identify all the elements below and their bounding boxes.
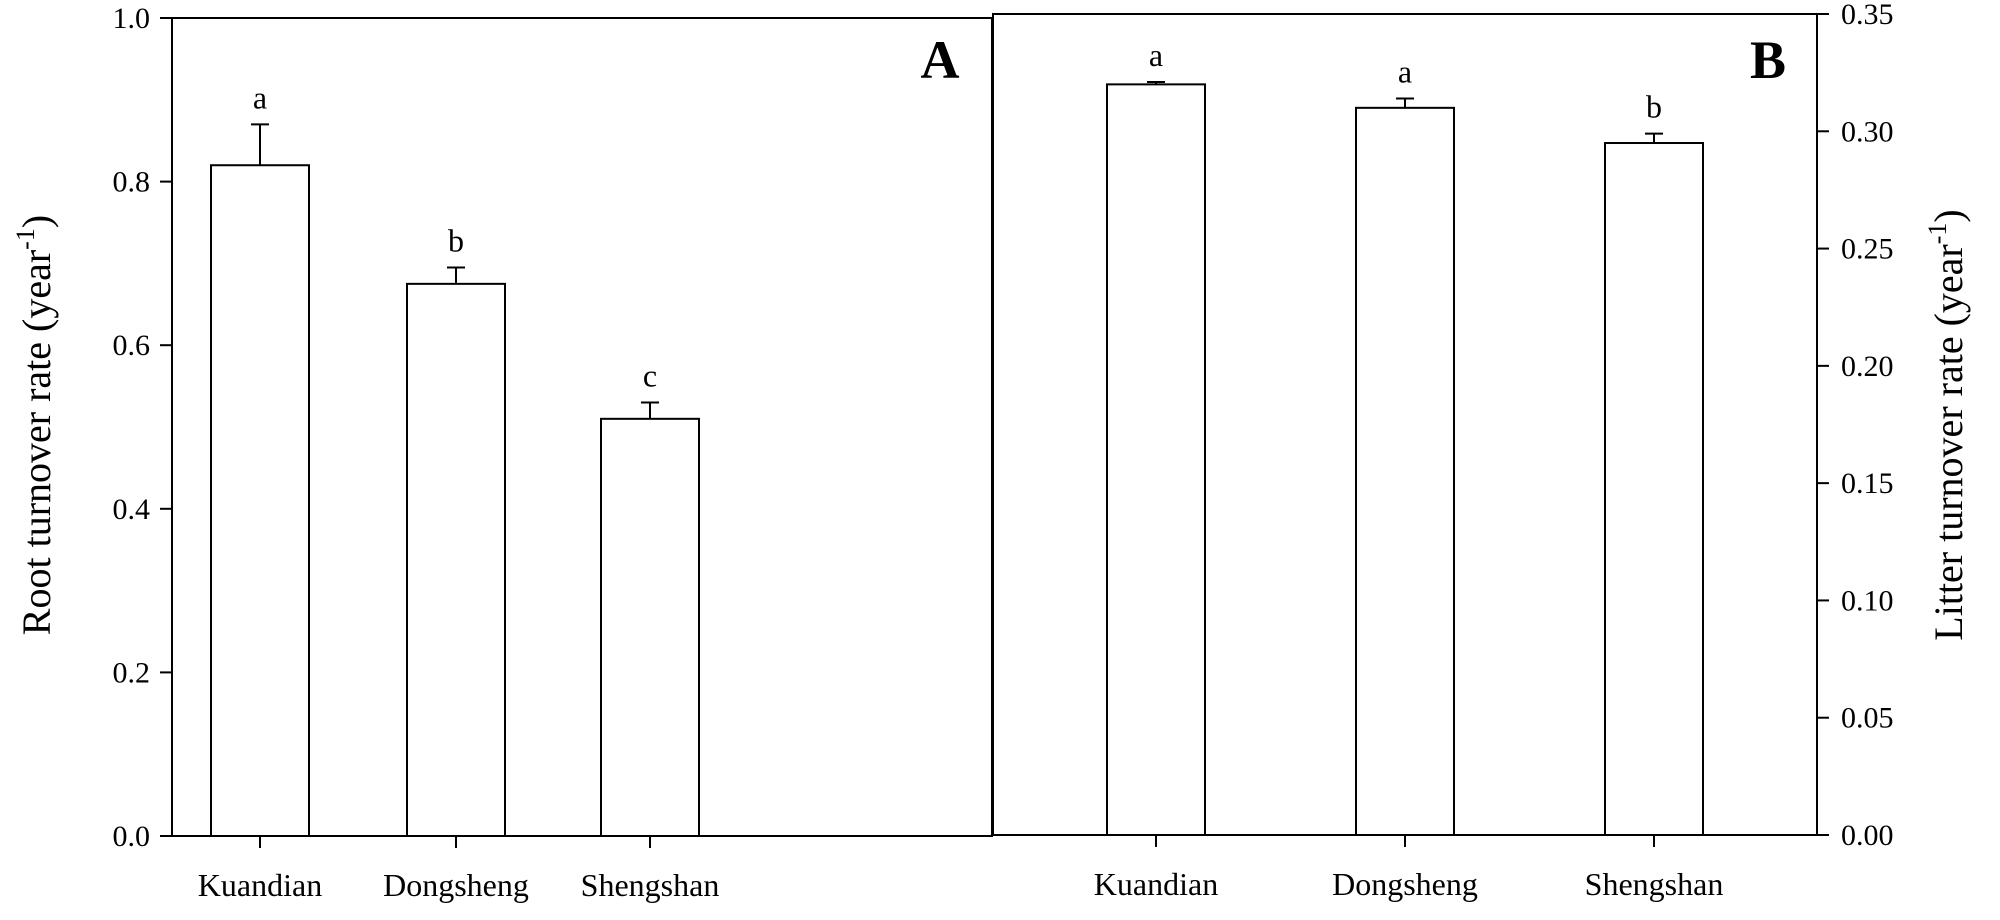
panel-a-y-tick-label: 0.0 (113, 820, 151, 853)
panel-b-bars (1106, 83, 1704, 837)
panel-a-significance-letter: c (643, 357, 657, 393)
panel-b-y-tick-label: 0.15 (1841, 467, 1894, 500)
panel-b-y-tick-label: 0.10 (1841, 584, 1894, 617)
panel-a-significance-letter: a (253, 79, 267, 115)
panel-a-x-axis-ticks (259, 836, 651, 848)
panel-b-y-tick-label: 0.35 (1841, 0, 1894, 31)
panel-b-y-tick-label: 0.30 (1841, 115, 1894, 148)
panel-a-letter: A (921, 30, 960, 90)
panel-a-significance-letter: b (448, 222, 464, 258)
panel-b-significance-letter: b (1646, 89, 1662, 125)
panel-a-category-label: Shengshan (581, 867, 720, 903)
panel-a-y-axis-ticks (160, 17, 172, 837)
panel-a-y-axis-tick-labels: 0.0 0.2 0.4 0.6 0.8 1.0 (113, 2, 151, 853)
panel-a-y-axis-title-suffix: ) (14, 215, 59, 228)
panel-b-y-axis-title: Litter turnover rate (year-1) (1923, 209, 1971, 640)
panel-a-y-tick-label: 0.6 (113, 329, 151, 362)
panel-a-y-axis-title-superscript: -1 (11, 228, 40, 250)
panel-b-category-label: Shengshan (1585, 866, 1724, 902)
panel-b-y-tick-label: 0.25 (1841, 233, 1894, 266)
panel-a-category-label: Kuandian (198, 867, 322, 903)
panel-b-category-labels: Kuandian Dongsheng Shengshan (1094, 866, 1724, 902)
panel-a-y-tick-label: 1.0 (113, 2, 151, 35)
panel-a: 0.0 0.2 0.4 0.6 0.8 1.0 a b c Kuandian Dongsheng… (11, 2, 993, 903)
panel-b-significance-letters: a a b (1149, 37, 1662, 125)
panel-a-bar-shengshan (600, 417, 700, 837)
panel-a-bar-dongsheng (406, 282, 506, 838)
panel-b-bar-kuandian (1106, 83, 1206, 837)
panel-a-y-axis-title: Root turnover rate (year-1) (11, 215, 59, 635)
panel-a-error-bars (251, 123, 659, 419)
panel-b-y-axis-title-superscript: -1 (1923, 223, 1952, 245)
panel-a-significance-letters: a b c (253, 79, 657, 393)
panel-a-category-label: Dongsheng (383, 867, 529, 903)
panel-b-y-tick-label: 0.20 (1841, 350, 1894, 383)
panel-b-x-axis-ticks (1155, 835, 1655, 847)
panel-b-significance-letter: a (1398, 53, 1412, 89)
panel-a-y-axis-title-main: Root turnover rate (year (14, 250, 59, 635)
panel-b-bar-shengshan (1604, 142, 1704, 836)
panel-b-y-axis-title-suffix: ) (1926, 209, 1971, 222)
panel-b-bar-dongsheng (1355, 106, 1455, 837)
panel-b-y-axis-ticks (1817, 13, 1829, 836)
panel-b-y-axis-tick-labels: 0.00 0.05 0.10 0.15 0.20 0.25 0.30 0.35 (1841, 0, 1894, 852)
panel-b-error-bars (1147, 81, 1663, 144)
panel-b-y-tick-label: 0.05 (1841, 702, 1894, 735)
panel-b-y-tick-label: 0.00 (1841, 819, 1894, 852)
panel-a-category-labels: Kuandian Dongsheng Shengshan (198, 867, 720, 903)
panel-a-bar-kuandian (210, 164, 310, 838)
panel-a-y-tick-label: 0.8 (113, 166, 151, 199)
panel-b-y-axis-title-main: Litter turnover rate (year (1926, 244, 1971, 640)
panel-a-bars (210, 164, 700, 838)
panel-a-y-tick-label: 0.4 (113, 493, 151, 526)
panel-b-category-label: Dongsheng (1332, 866, 1478, 902)
panel-b-category-label: Kuandian (1094, 866, 1218, 902)
panel-b-significance-letter: a (1149, 37, 1163, 73)
panel-a-y-tick-label: 0.2 (113, 656, 151, 689)
panel-b-letter: B (1750, 30, 1786, 90)
panel-b: 0.00 0.05 0.10 0.15 0.20 0.25 0.30 0.35 a a b Kua… (992, 0, 1971, 902)
